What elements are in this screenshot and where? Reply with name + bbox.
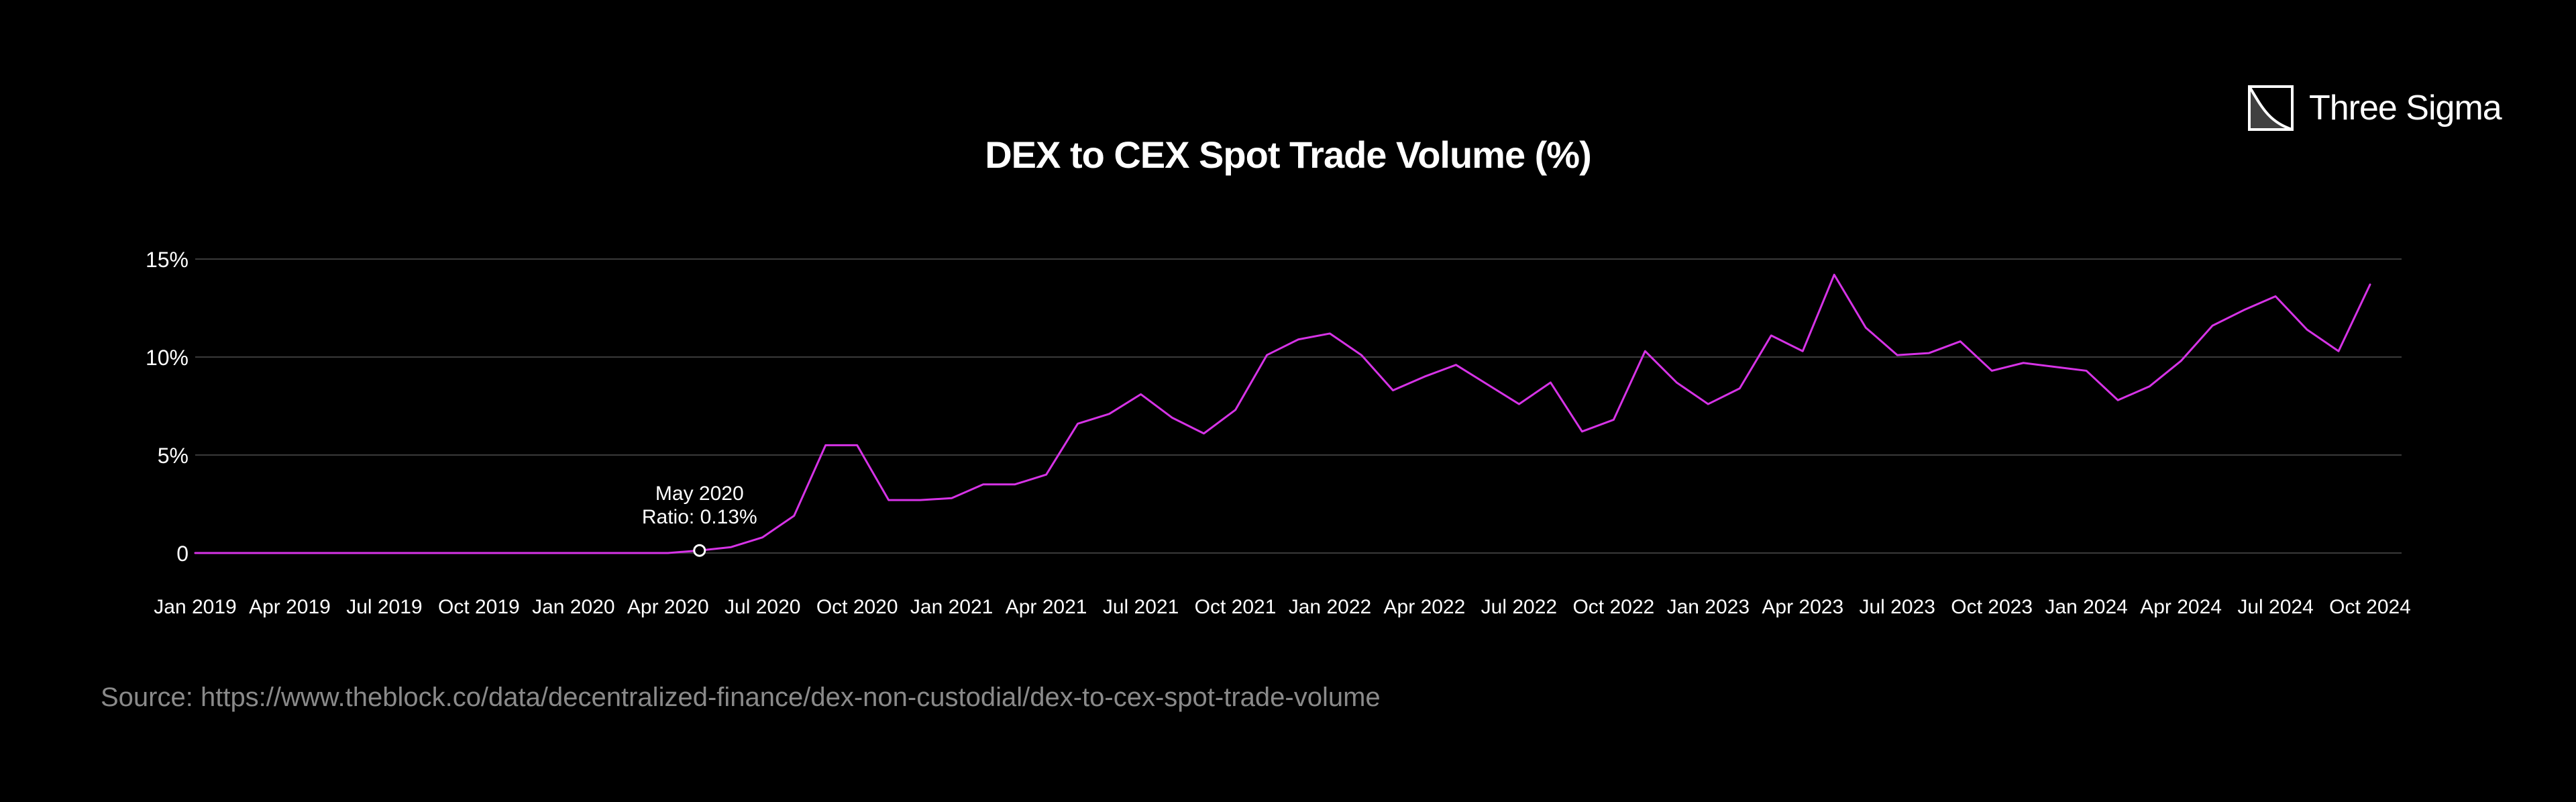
chart-title: DEX to CEX Spot Trade Volume (%) bbox=[985, 134, 1592, 176]
x-tick-label: Jan 2023 bbox=[1667, 596, 1750, 618]
x-tick-label: Apr 2021 bbox=[1006, 596, 1087, 618]
brand-logo: Three Sigma bbox=[2247, 85, 2502, 132]
x-tick-label: Oct 2019 bbox=[438, 596, 520, 618]
x-tick-label: Jan 2022 bbox=[1289, 596, 1371, 618]
x-tick-label: Jul 2021 bbox=[1103, 596, 1179, 618]
x-tick-label: Oct 2020 bbox=[816, 596, 898, 618]
x-tick-label: Jul 2022 bbox=[1481, 596, 1557, 618]
y-tick-label: 5% bbox=[158, 444, 189, 468]
source-text: Source: https://www.theblock.co/data/dec… bbox=[101, 683, 1381, 712]
x-tick-label: Jan 2019 bbox=[154, 596, 236, 618]
x-tick-label: Apr 2020 bbox=[627, 596, 709, 618]
x-tick-label: Oct 2024 bbox=[2329, 596, 2411, 618]
x-tick-label: Apr 2023 bbox=[1762, 596, 1843, 618]
x-tick-label: Jul 2023 bbox=[1860, 596, 1935, 618]
x-tick-label: Apr 2019 bbox=[249, 596, 331, 618]
y-tick-label: 15% bbox=[146, 248, 189, 272]
tooltip-value: Ratio: 0.13% bbox=[642, 506, 757, 528]
x-tick-label: Jul 2024 bbox=[2237, 596, 2313, 618]
y-tick-label: 0 bbox=[176, 542, 189, 566]
brand-name: Three Sigma bbox=[2309, 89, 2502, 128]
x-tick-label: Apr 2024 bbox=[2140, 596, 2222, 618]
x-tick-label: Oct 2022 bbox=[1572, 596, 1654, 618]
x-tick-label: Jul 2019 bbox=[346, 596, 422, 618]
hover-point-marker[interactable] bbox=[693, 544, 706, 557]
x-tick-label: Jan 2020 bbox=[532, 596, 614, 618]
series-line bbox=[194, 273, 2371, 554]
y-tick-label: 10% bbox=[146, 346, 189, 370]
x-tick-label: Jul 2020 bbox=[724, 596, 800, 618]
x-tick-label: Jan 2024 bbox=[2045, 596, 2127, 618]
x-tick-label: Oct 2021 bbox=[1195, 596, 1277, 618]
three-sigma-logo-icon bbox=[2248, 85, 2294, 131]
tooltip-date: May 2020 bbox=[655, 483, 744, 505]
x-tick-label: Apr 2022 bbox=[1384, 596, 1466, 618]
x-tick-label: Oct 2023 bbox=[1951, 596, 2033, 618]
x-tick-label: Jan 2021 bbox=[910, 596, 993, 618]
